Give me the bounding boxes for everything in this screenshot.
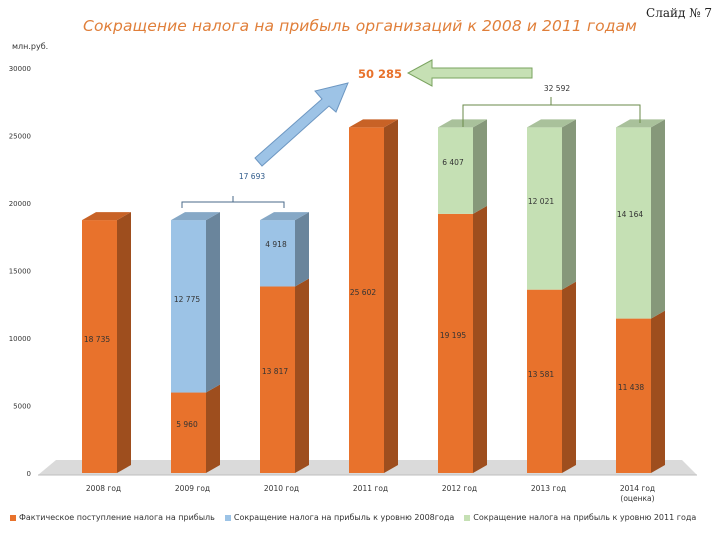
data-label-orange: 13 581: [528, 370, 554, 379]
bar-blue: [171, 220, 206, 393]
bar-top: [171, 212, 220, 221]
bar-orange: [438, 213, 473, 473]
bar-orange: [171, 392, 206, 473]
data-label-green: 14 164: [617, 210, 643, 219]
data-label-blue: 12 775: [174, 295, 200, 304]
legend-swatch-2008: [224, 514, 231, 521]
brace-2008-label: 17 693: [239, 172, 265, 181]
y-tick-label: 20000: [9, 200, 31, 208]
bar-orange: [349, 127, 384, 474]
bar-top: [527, 119, 576, 128]
bar-side-green: [473, 119, 487, 214]
bar-side-orange: [295, 278, 309, 473]
category-label: 2010 год: [264, 484, 299, 493]
legend-label-2011: Сокращение налога на прибыль к уровню 20…: [473, 513, 697, 522]
legend-item-2011: Сокращение налога на прибыль к уровню 20…: [464, 513, 696, 522]
category-label: (оценка): [620, 494, 654, 503]
legend-item-actual: Фактическое поступление налога на прибыл…: [10, 513, 215, 522]
bar-green: [527, 127, 562, 290]
bar-orange: [527, 289, 562, 473]
bar-side-orange: [384, 119, 398, 474]
total-label: 50 285: [358, 67, 402, 81]
y-tick-label: 15000: [9, 268, 31, 276]
bar-green: [438, 127, 473, 214]
data-label-orange: 19 195: [440, 331, 466, 340]
bar-side-blue: [206, 212, 220, 393]
category-label: 2012 год: [442, 484, 477, 493]
data-label-orange: 13 817: [262, 367, 288, 376]
bar-top: [260, 212, 309, 221]
data-label-blue: 4 918: [265, 240, 287, 249]
category-label: 2011 год: [353, 484, 388, 493]
bar-orange: [260, 286, 295, 473]
arrow-green-icon: [406, 59, 533, 87]
y-tick-label: 10000: [9, 335, 31, 343]
data-label-orange: 25 602: [350, 288, 376, 297]
y-tick-label: 5000: [13, 403, 31, 411]
arrow-blue-icon: [254, 82, 349, 167]
legend-swatch-2011: [464, 514, 471, 521]
legend: Фактическое поступление налога на прибыл…: [10, 513, 696, 522]
category-label: 2008 год: [86, 484, 121, 493]
bar-side-orange: [562, 281, 576, 473]
data-label-green: 12 021: [528, 197, 554, 206]
category-label: 2014 год: [620, 484, 655, 493]
data-label-green: 6 407: [442, 158, 464, 167]
data-label-orange: 11 438: [618, 383, 644, 392]
bar-blue: [260, 220, 295, 287]
legend-item-2008: Сокращение налога на прибыль к уровню 20…: [224, 513, 455, 522]
bar-side-green: [651, 119, 665, 319]
bar-side-orange: [473, 205, 487, 473]
category-label: 2013 год: [531, 484, 566, 493]
bar-top: [82, 212, 131, 221]
slide-number: Слайд № 7: [646, 6, 712, 20]
bar-side-blue: [295, 212, 309, 287]
category-label: 2009 год: [175, 484, 210, 493]
bar-orange: [616, 318, 651, 473]
data-label-orange: 5 960: [176, 420, 198, 429]
chart-title: Сокращение налога на прибыль организаций…: [83, 17, 637, 35]
bar-side-orange: [117, 212, 131, 473]
y-axis-unit: млн.руб.: [12, 42, 49, 51]
bar-orange: [82, 220, 117, 473]
bar-side-orange: [206, 384, 220, 473]
y-tick-label: 25000: [9, 133, 31, 141]
bar-side-green: [562, 119, 576, 290]
brace-2008: [181, 201, 285, 208]
bar-green: [616, 127, 651, 319]
y-tick-label: 30000: [9, 65, 31, 73]
bar-side-orange: [651, 310, 665, 473]
y-tick-label: 0: [27, 470, 31, 478]
legend-swatch-actual: [10, 514, 16, 521]
legend-label-actual: Фактическое поступление налога на прибыл…: [19, 513, 215, 522]
data-label-orange: 18 735: [84, 335, 110, 344]
bar-top: [616, 119, 665, 128]
brace-2011-label: 32 592: [544, 84, 570, 93]
bar-top: [349, 119, 398, 128]
legend-label-2008: Сокращение налога на прибыль к уровню 20…: [233, 513, 455, 522]
